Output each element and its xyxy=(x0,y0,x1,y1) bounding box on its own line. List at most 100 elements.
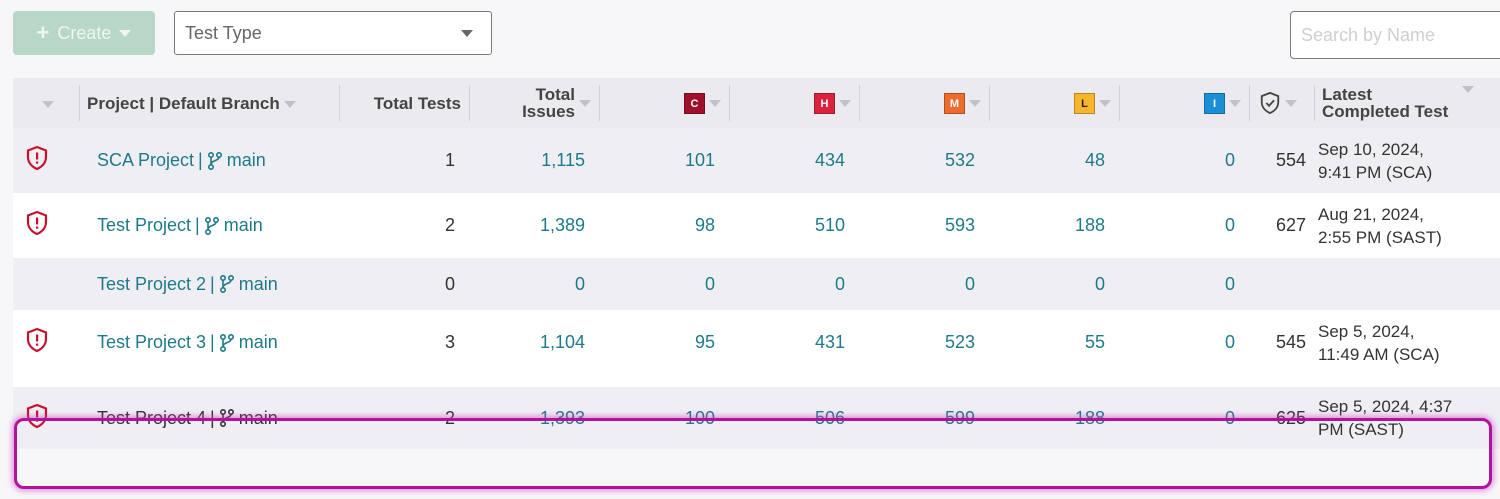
search-input[interactable] xyxy=(1290,11,1500,59)
latest-test-column-header[interactable]: Latest Completed Test xyxy=(1314,78,1500,128)
info-badge: I xyxy=(1204,92,1225,114)
low-count[interactable]: 188 xyxy=(1074,407,1105,428)
total-tests: 0 xyxy=(444,273,455,294)
chevron-down-icon xyxy=(461,29,473,37)
high-count[interactable]: 434 xyxy=(814,150,845,170)
latest-test: Sep 10, 2024, 9:41 PM (SCA) xyxy=(1318,139,1433,182)
total-tests: 2 xyxy=(444,215,455,235)
info-count[interactable]: 0 xyxy=(1224,273,1235,294)
test-type-dropdown[interactable]: Test Type xyxy=(174,11,492,55)
table-row-highlighted[interactable]: Test Project 4 | main 2 1,393 100 506 599 … xyxy=(13,387,1500,449)
sort-icon xyxy=(709,99,721,107)
low-count[interactable]: 188 xyxy=(1074,215,1105,235)
risk-shield-icon xyxy=(26,145,48,171)
table-header: Project | Default Branch Total Tests Tot… xyxy=(13,78,1500,128)
git-branch-icon xyxy=(207,151,222,170)
low-count[interactable]: 55 xyxy=(1084,332,1105,352)
high-count[interactable]: 431 xyxy=(814,332,845,352)
project-link[interactable]: Test Project 2 | main xyxy=(97,273,278,294)
sort-icon xyxy=(579,99,591,107)
create-button[interactable]: + Create xyxy=(13,11,155,55)
git-branch-icon xyxy=(219,408,234,428)
shield-check-icon xyxy=(1260,91,1280,115)
critical-count[interactable]: 101 xyxy=(684,150,715,170)
table-row[interactable]: Test Project | main 2 1,389 98 510 593 188… xyxy=(13,193,1500,258)
sort-icon xyxy=(1462,86,1475,93)
create-label: Create xyxy=(57,22,112,43)
chevron-down-icon xyxy=(42,100,54,108)
git-branch-icon xyxy=(204,216,219,235)
projects-table: Project | Default Branch Total Tests Tot… xyxy=(13,78,1500,449)
project-column-header[interactable]: Project | Default Branch xyxy=(79,78,339,128)
sort-icon xyxy=(283,100,296,108)
latest-test: Sep 5, 2024, 11:49 AM (SCA) xyxy=(1318,321,1440,364)
total-issues[interactable]: 1,393 xyxy=(539,407,585,428)
medium-count[interactable]: 523 xyxy=(944,332,975,352)
plus-icon: + xyxy=(36,20,50,45)
medium-count[interactable]: 0 xyxy=(964,273,975,294)
info-column-header[interactable]: I xyxy=(1119,78,1249,128)
table-row[interactable]: Test Project 3 | main 3 1,104 95 431 523 5… xyxy=(13,310,1500,375)
score: 627 xyxy=(1275,215,1306,235)
total-issues[interactable]: 1,104 xyxy=(539,332,585,352)
low-count[interactable]: 0 xyxy=(1094,273,1105,294)
git-branch-icon xyxy=(219,333,234,352)
info-count[interactable]: 0 xyxy=(1224,215,1235,235)
project-link[interactable]: Test Project 3 | main xyxy=(97,332,278,352)
select-column-header[interactable] xyxy=(13,78,79,128)
low-column-header[interactable]: L xyxy=(989,78,1119,128)
score xyxy=(1249,258,1314,310)
project-link[interactable]: Test Project | main xyxy=(97,215,263,235)
risk-shield-icon xyxy=(26,210,48,236)
chevron-down-icon xyxy=(119,29,132,37)
medium-count[interactable]: 532 xyxy=(944,150,975,170)
info-count[interactable]: 0 xyxy=(1224,150,1235,170)
sort-icon xyxy=(1229,99,1241,107)
medium-count[interactable]: 599 xyxy=(944,407,975,428)
total-tests-column-header[interactable]: Total Tests xyxy=(339,78,469,128)
high-count[interactable]: 510 xyxy=(814,215,845,235)
high-count[interactable]: 0 xyxy=(834,273,845,294)
sort-icon xyxy=(1285,99,1297,107)
total-tests: 2 xyxy=(444,407,455,428)
critical-column-header[interactable]: C xyxy=(599,78,729,128)
score-column-header[interactable] xyxy=(1249,78,1314,128)
critical-count[interactable]: 98 xyxy=(694,215,715,235)
low-count[interactable]: 48 xyxy=(1084,150,1105,170)
project-link[interactable]: SCA Project | main xyxy=(97,150,266,170)
info-count[interactable]: 0 xyxy=(1224,332,1235,352)
critical-count[interactable]: 0 xyxy=(704,273,715,294)
score: 625 xyxy=(1275,407,1306,428)
table-row[interactable]: Test Project 2 | main 0 0 0 0 0 0 0 xyxy=(13,258,1500,310)
high-badge: H xyxy=(814,92,835,114)
low-badge: L xyxy=(1074,92,1095,114)
high-count[interactable]: 506 xyxy=(814,407,845,428)
risk-shield-icon xyxy=(26,327,48,353)
project-link[interactable]: Test Project 4 | main xyxy=(97,407,278,428)
git-branch-icon xyxy=(219,274,234,294)
medium-count[interactable]: 593 xyxy=(944,215,975,235)
info-count[interactable]: 0 xyxy=(1224,407,1235,428)
total-tests: 1 xyxy=(444,150,455,170)
sort-icon xyxy=(1099,99,1111,107)
sort-icon xyxy=(839,99,851,107)
test-type-placeholder: Test Type xyxy=(185,22,262,43)
total-issues-column-header[interactable]: Total Issues xyxy=(469,78,599,128)
critical-badge: C xyxy=(684,92,705,114)
total-issues[interactable]: 1,115 xyxy=(541,150,585,170)
latest-test: Aug 21, 2024, 2:55 PM (SAST) xyxy=(1318,204,1442,247)
latest-test xyxy=(1314,258,1500,310)
high-column-header[interactable]: H xyxy=(729,78,859,128)
total-issues[interactable]: 1,389 xyxy=(539,215,585,235)
critical-count[interactable]: 100 xyxy=(684,407,715,428)
sort-icon xyxy=(969,99,981,107)
risk-shield-icon xyxy=(26,403,48,428)
medium-column-header[interactable]: M xyxy=(859,78,989,128)
critical-count[interactable]: 95 xyxy=(694,332,715,352)
toolbar: + Create Test Type xyxy=(0,0,1500,70)
table-row[interactable]: SCA Project | main 1 1,115 101 434 532 48 … xyxy=(13,128,1500,193)
medium-badge: M xyxy=(944,92,965,114)
total-issues[interactable]: 0 xyxy=(574,273,585,294)
score: 554 xyxy=(1275,150,1306,170)
latest-test: Sep 5, 2024, 4:37 PM (SAST) xyxy=(1318,397,1453,439)
